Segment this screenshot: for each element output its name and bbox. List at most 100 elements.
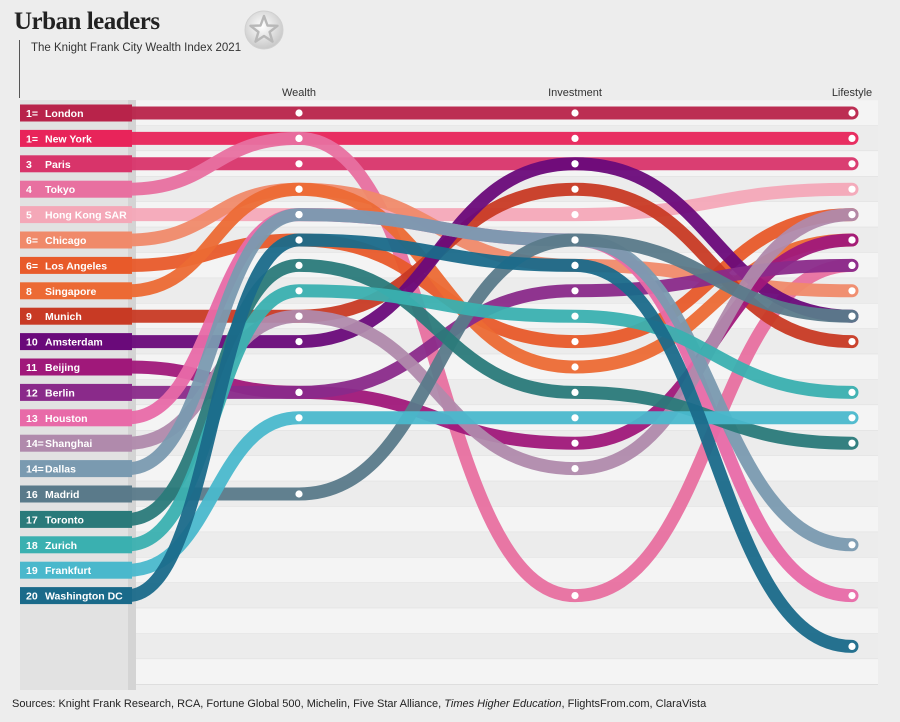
row-rank: 12 bbox=[26, 387, 38, 399]
row-city-name: Singapore bbox=[45, 286, 97, 298]
row-rank: 18 bbox=[26, 540, 38, 552]
rank-dot-singapore-wealth bbox=[295, 185, 303, 193]
row-label-bg bbox=[20, 536, 132, 554]
row-rank: 5 bbox=[26, 210, 32, 222]
rank-dot-london-investment bbox=[571, 109, 579, 117]
row-rank: 6= bbox=[26, 235, 38, 247]
rank-dot-beijing-lifestyle bbox=[848, 236, 856, 244]
rank-dot-shanghai-wealth bbox=[295, 312, 303, 320]
row-label-bg bbox=[20, 460, 132, 478]
row-rank: 19 bbox=[26, 565, 38, 577]
row-rank: 3 bbox=[26, 159, 32, 171]
rank-dot-shanghai-lifestyle bbox=[848, 211, 856, 219]
sources-prefix: Sources: Knight Frank Research, RCA, For… bbox=[12, 698, 445, 710]
rank-dot-new-york-lifestyle bbox=[848, 134, 856, 142]
rank-dot-berlin-investment bbox=[571, 287, 579, 295]
rank-dot-toronto-lifestyle bbox=[848, 439, 856, 447]
row-city-name: London bbox=[45, 108, 83, 120]
row-rank: 16 bbox=[26, 489, 38, 501]
row-label-bg bbox=[20, 561, 132, 579]
row-city-name: Houston bbox=[45, 413, 88, 425]
row-rank: 8 bbox=[26, 286, 32, 298]
rank-dot-madrid-wealth bbox=[295, 490, 303, 498]
rank-dot-dallas-lifestyle bbox=[848, 541, 856, 549]
rank-dot-toronto-investment bbox=[571, 388, 579, 396]
row-rank: 20 bbox=[26, 591, 38, 603]
row-label-bg bbox=[20, 206, 132, 224]
rank-dot-toronto-wealth bbox=[295, 261, 303, 269]
rank-dot-berlin-wealth bbox=[295, 388, 303, 396]
row-label-bg bbox=[20, 256, 132, 274]
stage-label-lifestyle: Lifestyle bbox=[832, 87, 872, 99]
row-rank: 10 bbox=[26, 337, 38, 349]
row-city-name: Paris bbox=[45, 159, 71, 171]
row-stripe bbox=[136, 608, 878, 634]
rank-dot-houston-lifestyle bbox=[848, 592, 856, 600]
row-city-name: Amsterdam bbox=[45, 337, 103, 349]
sources-note: Sources: Knight Frank Research, RCA, For… bbox=[12, 698, 706, 710]
row-label-bg bbox=[20, 180, 132, 198]
row-label-bg bbox=[20, 358, 132, 376]
row-label-bg bbox=[20, 231, 132, 249]
row-label-bg bbox=[20, 282, 132, 300]
row-stripe bbox=[136, 582, 878, 609]
rank-dot-london-lifestyle bbox=[848, 109, 856, 117]
row-rank: 14= bbox=[26, 438, 44, 450]
row-label-bg bbox=[20, 129, 132, 147]
row-city-name: Toronto bbox=[45, 514, 84, 526]
row-city-name: Madrid bbox=[45, 489, 79, 501]
rank-dot-chicago-lifestyle bbox=[848, 287, 856, 295]
rank-dot-singapore-investment bbox=[571, 363, 579, 371]
series-line-washington-dc bbox=[121, 233, 859, 653]
chart-title: Urban leaders bbox=[14, 8, 160, 35]
row-rank: 4 bbox=[26, 184, 32, 196]
rank-dot-hong-kong-sar-lifestyle bbox=[848, 185, 856, 193]
rank-dot-frankfurt-investment bbox=[571, 414, 579, 422]
row-label-bg bbox=[20, 485, 132, 503]
rank-dot-washington-dc-wealth bbox=[295, 236, 303, 244]
series-lines bbox=[121, 106, 859, 653]
row-rank: 11 bbox=[26, 362, 37, 374]
rank-dot-amsterdam-investment bbox=[571, 160, 579, 168]
rank-dot-dallas-wealth bbox=[295, 211, 303, 219]
row-label-bg bbox=[20, 409, 132, 427]
row-city-name: Frankfurt bbox=[45, 565, 92, 577]
row-rank: 1= bbox=[26, 133, 38, 145]
stage-label-wealth: Wealth bbox=[282, 87, 316, 99]
row-labels: 1= London 1= New York 3 Paris 4 Tokyo 5 Hong Kong… bbox=[20, 104, 132, 605]
row-rank: 14= bbox=[26, 464, 44, 476]
row-city-name: Beijing bbox=[45, 362, 80, 374]
row-rank: 9 bbox=[26, 311, 32, 323]
rank-dot-hong-kong-sar-investment bbox=[571, 211, 579, 219]
row-label-bg bbox=[20, 307, 132, 325]
rank-dot-tokyo-wealth bbox=[295, 134, 303, 142]
rank-dot-zurich-lifestyle bbox=[848, 388, 856, 396]
rank-dot-berlin-lifestyle bbox=[848, 261, 856, 269]
rank-dot-madrid-lifestyle bbox=[848, 312, 856, 320]
row-city-name: Hong Kong SAR bbox=[45, 210, 127, 222]
row-city-name: Munich bbox=[45, 311, 82, 323]
sources-suffix: , FlightsFrom.com, ClaraVista bbox=[561, 698, 707, 710]
row-rank: 17 bbox=[26, 514, 38, 526]
row-label-bg bbox=[20, 333, 132, 351]
row-city-name: Los Angeles bbox=[45, 260, 107, 272]
row-rank: 1= bbox=[26, 108, 38, 120]
rank-dot-beijing-investment bbox=[571, 439, 579, 447]
series-line-frankfurt bbox=[121, 411, 859, 577]
row-city-name: Shanghai bbox=[45, 438, 92, 450]
row-rank: 6= bbox=[26, 260, 38, 272]
rank-dot-washington-dc-investment bbox=[571, 261, 579, 269]
row-label-bg bbox=[20, 104, 132, 122]
rank-dot-london-wealth bbox=[295, 109, 303, 117]
rank-dot-shanghai-investment bbox=[571, 465, 579, 473]
rank-dot-new-york-investment bbox=[571, 134, 579, 142]
row-label-bg bbox=[20, 510, 132, 528]
rank-dot-los-angeles-investment bbox=[571, 338, 579, 346]
stage-labels: Wealth Investment Lifestyle bbox=[282, 87, 872, 99]
row-label-bg bbox=[20, 155, 132, 173]
row-stripe bbox=[136, 659, 878, 685]
row-city-name: Chicago bbox=[45, 235, 86, 247]
row-label-bg bbox=[20, 587, 132, 605]
row-city-name: Dallas bbox=[45, 464, 76, 476]
